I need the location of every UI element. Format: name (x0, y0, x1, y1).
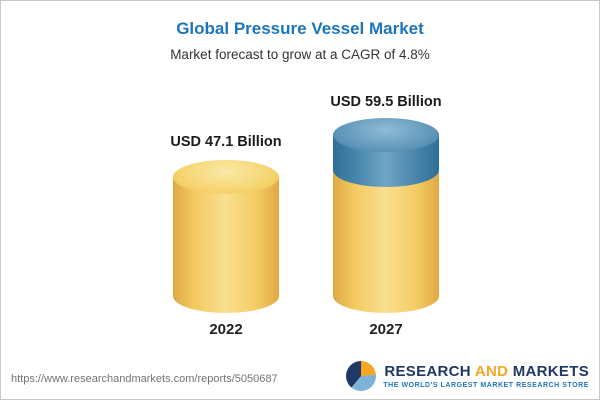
category-label-2022: 2022 (209, 321, 243, 338)
logo-word-and: AND (474, 363, 509, 380)
chart-subtitle: Market forecast to grow at a CAGR of 4.8… (170, 47, 430, 62)
chart-title: Global Pressure Vessel Market (176, 19, 424, 38)
logo-text-block: RESEARCH AND MARKETS THE WORLD'S LARGEST… (383, 363, 589, 389)
research-and-markets-logo[interactable]: RESEARCH AND MARKETS THE WORLD'S LARGEST… (346, 361, 589, 391)
category-label-2027: 2027 (369, 321, 403, 338)
research-and-markets-logo-icon (346, 361, 377, 391)
cylinder-cap-2027 (333, 118, 439, 152)
value-label-2022: USD 47.1 Billion (170, 134, 282, 150)
cylinder-cap-2022 (173, 160, 279, 194)
report-url-link[interactable]: https://www.researchandmarkets.com/repor… (11, 373, 278, 385)
cylinder-bar-2022 (173, 177, 279, 313)
logo-wordmark: RESEARCH AND MARKETS (384, 363, 589, 380)
value-label-2027: USD 59.5 Billion (330, 94, 442, 110)
logo-word-markets: MARKETS (512, 363, 589, 380)
logo-word-research: RESEARCH (384, 363, 471, 380)
logo-tagline: THE WORLD'S LARGEST MARKET RESEARCH STOR… (383, 382, 589, 389)
